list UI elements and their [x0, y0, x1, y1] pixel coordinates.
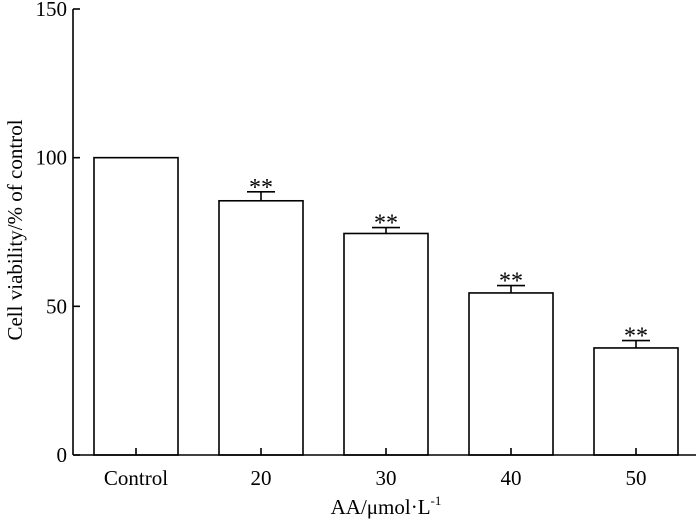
chart-ticks: 0 50 100 150 Control 20 30 40 50 [36, 0, 647, 490]
significance-30: ** [374, 211, 398, 237]
bar-50 [593, 347, 679, 456]
x-tick-label-50: 50 [626, 466, 647, 490]
significance-50: ** [624, 324, 648, 350]
x-axis-label-main: AA/μmol·L [331, 495, 431, 519]
y-axis-label: Cell viability/% of control [3, 119, 27, 340]
chart-marks: ** ** ** ** [93, 156, 679, 456]
x-tick-label-30: 30 [376, 466, 397, 490]
x-axis-label: AA/μmol·L-1 [331, 493, 442, 519]
y-tick-label-50: 50 [46, 294, 67, 318]
x-tick-label-40: 40 [501, 466, 522, 490]
x-tick-label-20: 20 [251, 466, 272, 490]
bar-40 [468, 292, 554, 456]
bar-20 [218, 199, 304, 456]
significance-20: ** [249, 175, 273, 201]
bar-control [93, 156, 179, 456]
significance-40: ** [499, 269, 523, 295]
chart-axes [72, 9, 696, 456]
y-tick-label-100: 100 [36, 146, 68, 170]
x-axis-label-superscript: -1 [431, 493, 442, 508]
y-tick-label-0: 0 [57, 443, 68, 467]
bar-30 [343, 232, 429, 456]
x-tick-label-control: Control [104, 466, 168, 490]
y-tick-label-150: 150 [36, 0, 68, 21]
